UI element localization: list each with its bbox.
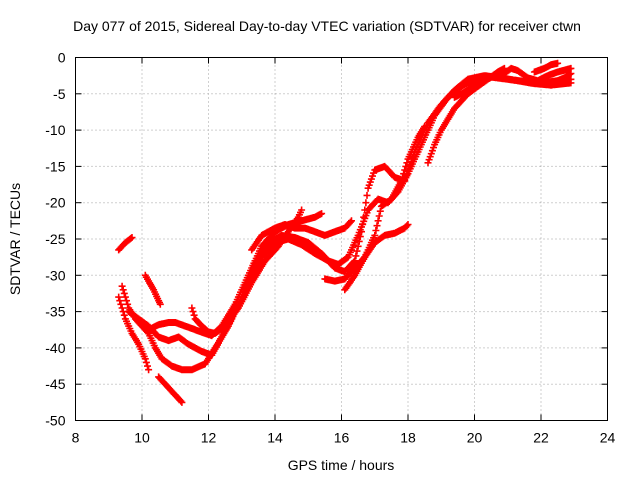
- data-series: [115, 59, 575, 406]
- y-tick-label: -10: [45, 122, 65, 138]
- marker-trace: [248, 217, 355, 254]
- series-arc-14: [530, 59, 562, 76]
- series-arc-1: [115, 234, 136, 254]
- series-arc-11: [341, 123, 429, 294]
- y-tick-label: 0: [58, 50, 66, 66]
- marker-trace: [188, 206, 306, 337]
- x-tick-label: 10: [134, 430, 150, 446]
- marker-trace: [341, 123, 429, 294]
- marker-trace: [115, 293, 153, 374]
- series-arc-15: [547, 70, 575, 89]
- y-tick-label: -45: [45, 376, 65, 392]
- y-tick-label: -25: [45, 231, 65, 247]
- x-tick-label: 22: [533, 430, 549, 446]
- series-arc-9: [248, 217, 355, 254]
- series-arc-3: [115, 293, 153, 374]
- x-tick-label: 16: [334, 430, 350, 446]
- marker-trace: [141, 271, 164, 308]
- x-tick-label: 18: [400, 430, 416, 446]
- x-tick-label: 12: [201, 430, 217, 446]
- series-arc-7: [155, 373, 186, 406]
- series-arc-5: [141, 271, 164, 308]
- series-arc-13: [451, 64, 575, 101]
- x-tick-label: 24: [600, 430, 616, 446]
- marker-trace: [155, 373, 186, 406]
- y-tick-label: -30: [45, 267, 65, 283]
- grid: [75, 57, 608, 421]
- x-tick-label: 20: [467, 430, 483, 446]
- marker-trace: [530, 59, 562, 76]
- x-axis-title: GPS time / hours: [288, 457, 395, 473]
- y-tick-label: -50: [45, 413, 65, 429]
- marker-trace: [451, 64, 575, 101]
- x-tick-label: 8: [72, 430, 80, 446]
- axis-ticks: 8 10 12 14 16 18 20 22 24 0 -5 -10 -15 -20 -25 -30 -35 -4…: [45, 50, 615, 446]
- y-axis-title: SDTVAR / TECUs: [7, 183, 23, 295]
- y-tick-label: -15: [45, 158, 65, 174]
- x-tick-label: 14: [267, 430, 283, 446]
- y-tick-label: -5: [53, 86, 66, 102]
- y-tick-label: -20: [45, 195, 65, 211]
- marker-trace: [547, 70, 575, 89]
- y-tick-label: -40: [45, 340, 65, 356]
- series-arc-8: [188, 206, 306, 337]
- marker-trace: [115, 234, 136, 254]
- y-tick-label: -35: [45, 304, 65, 320]
- chart-title: Day 077 of 2015, Sidereal Day-to-day VTE…: [73, 18, 581, 34]
